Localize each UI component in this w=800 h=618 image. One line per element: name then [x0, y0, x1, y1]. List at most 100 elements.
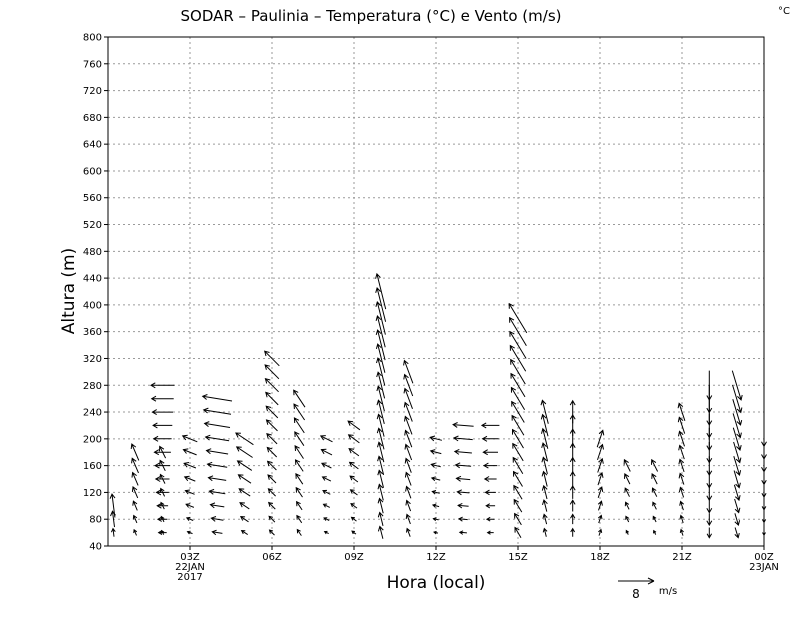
wind-vector-arrow [433, 530, 439, 535]
x-tick-label: 03Z [180, 552, 200, 563]
wind-vector-arrow [541, 484, 548, 500]
wind-vector-arrow [155, 489, 169, 496]
wind-vector-arrow [351, 530, 357, 535]
wind-vector-arrow [293, 417, 305, 434]
wind-vector-arrow [377, 525, 384, 539]
wind-vector-arrow [349, 489, 358, 496]
wind-vector-arrow [541, 427, 549, 449]
reference-vector: 8 m/s [618, 577, 677, 601]
wind-vector-arrow [156, 502, 169, 509]
y-tick-label: 520 [83, 220, 102, 231]
wind-vector-arrow [375, 343, 386, 373]
wind-vector-arrow [154, 462, 171, 469]
wind-vector-arrow [542, 513, 548, 525]
wind-vector-arrow [732, 413, 742, 439]
wind-vector-arrow [347, 420, 361, 431]
wind-vector-arrow [540, 413, 549, 437]
wind-vector-arrow [377, 483, 384, 501]
wind-vector-arrow [452, 435, 473, 442]
wind-vector-arrow [652, 501, 657, 510]
x-tick-label: 21Z [672, 552, 692, 563]
wind-vector-arrow [131, 471, 139, 486]
wind-vector-arrow [569, 470, 576, 487]
wind-vector-arrow [429, 449, 442, 455]
x-tick-label: 00Z [754, 552, 774, 563]
wind-vector-arrow [623, 458, 631, 472]
x-tick-label: 09Z [344, 552, 364, 563]
wind-vector-arrow [455, 475, 471, 482]
wind-vector-arrow [266, 432, 278, 445]
wind-vector-arrow [458, 530, 467, 535]
wind-vector-arrow [652, 515, 657, 523]
wind-vector-arrow [706, 499, 713, 514]
wind-vector-arrow [377, 441, 385, 463]
wind-vector-arrow [348, 447, 360, 457]
wind-vector-arrow [203, 421, 231, 428]
wind-vector-arrow [183, 475, 196, 482]
wind-vector-arrow [110, 527, 116, 537]
wind-vector-arrow [541, 470, 548, 487]
wind-vector-arrow [183, 462, 197, 469]
wind-vector-arrow [706, 513, 713, 527]
wind-vector-arrow [511, 400, 525, 423]
wind-vector-arrow [206, 461, 228, 468]
wind-vector-arrow [570, 513, 576, 525]
wind-vector-arrow [294, 431, 305, 446]
wind-vector-arrow [156, 516, 168, 522]
wind-vector-arrow [293, 403, 306, 421]
y-tick-label: 560 [83, 193, 102, 204]
y-tick-label: 400 [83, 300, 102, 311]
wind-vector-arrow [509, 330, 527, 359]
wind-vector-arrow [209, 502, 225, 509]
wind-vector-arrow [430, 462, 441, 468]
y-axis: 40 80 120 160 200 240 280 320 360 400 440 480 520 560… [83, 33, 108, 553]
y-tick-label: 40 [89, 542, 102, 553]
wind-vector-arrow [322, 503, 331, 508]
wind-vector-arrow [181, 434, 198, 443]
wind-vector-arrow [731, 370, 743, 401]
wind-vector-arrow [514, 526, 522, 538]
wind-vector-arrow [208, 488, 226, 495]
wind-vector-arrow [201, 394, 233, 402]
wind-vector-arrow [264, 364, 280, 380]
wind-vector-arrow [679, 528, 684, 536]
x-tick-label: 22JAN [175, 562, 205, 573]
wind-vector-arrow [211, 529, 223, 536]
wind-vector-arrow [376, 413, 385, 437]
wind-vector-arrow [569, 399, 576, 424]
wind-vector-arrow [624, 487, 630, 497]
wind-vector-arrow [482, 449, 498, 456]
wind-vector-arrow [347, 434, 360, 444]
wind-vector-arrow [404, 457, 412, 473]
wind-vector-arrow [452, 422, 474, 428]
wind-vector-arrow [264, 377, 279, 393]
wind-vector-arrow [431, 490, 440, 495]
wind-vector-arrow [404, 471, 412, 486]
wind-vector-arrow [403, 401, 413, 422]
wind-vector-arrow [734, 513, 741, 527]
wind-vector-arrow [512, 442, 524, 462]
wind-vector-arrow [265, 405, 279, 419]
wind-vector-arrow [625, 515, 630, 523]
wind-vector-arrow [677, 402, 686, 421]
wind-vector-arrow [152, 435, 172, 442]
y-tick-label: 240 [83, 408, 102, 419]
y-tick-label: 640 [83, 140, 102, 151]
wind-vector-arrow [235, 432, 254, 446]
wind-vector-arrow [237, 474, 252, 484]
y-tick-label: 80 [89, 515, 102, 526]
wind-vector-arrow [265, 419, 278, 432]
y-tick-label: 760 [83, 59, 102, 70]
y-tick-label: 440 [83, 274, 102, 285]
y-tick-label: 720 [83, 86, 102, 97]
wind-vector-arrow [296, 528, 302, 536]
wind-vector-arrow [202, 407, 232, 415]
wind-vector-arrow [151, 409, 173, 416]
plot-frame [107, 36, 765, 547]
wind-vector-arrow [131, 457, 139, 474]
wind-vector-arrow [734, 527, 740, 539]
wind-vector-arrow [508, 302, 528, 334]
wind-vector-arrow [321, 476, 332, 482]
wind-vector-arrow [406, 527, 411, 537]
